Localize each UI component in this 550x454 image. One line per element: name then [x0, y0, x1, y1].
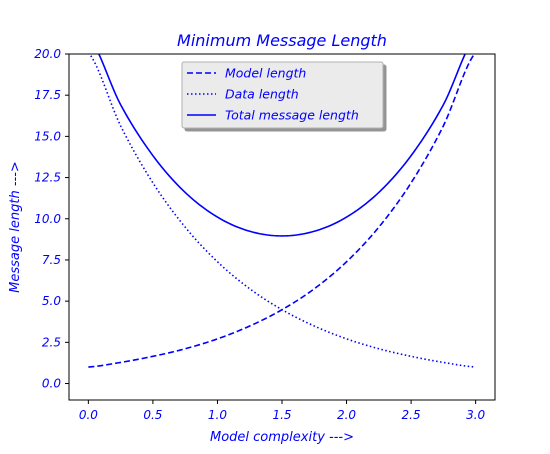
ticks-layer: 0.0 0.5 1.0 1.5 2.0 2.5 3.0 0.0 2.5 5.0 7.5 10.0 12.… — [34, 47, 485, 422]
y-tick-label: 17.5 — [34, 88, 61, 102]
y-tick-label: 15.0 — [34, 129, 61, 143]
x-tick-label: 2.5 — [402, 408, 421, 422]
legend-label-1: Model length — [225, 66, 306, 81]
x-tick-label: 0.5 — [143, 408, 162, 422]
y-tick-label: 5.0 — [42, 294, 61, 308]
y-tick-label: 0.0 — [42, 377, 61, 391]
y-tick-label: 20.0 — [34, 47, 61, 61]
legend-box — [181, 61, 384, 129]
x-tick-label: 2.0 — [337, 408, 356, 422]
legend: Model length Data length Total message len… — [181, 61, 384, 129]
series-line-2 — [88, 54, 476, 368]
x-tick-label: 0.0 — [79, 408, 98, 422]
legend-label-3: Total message length — [225, 108, 359, 123]
x-tick-label: 3.0 — [466, 408, 485, 422]
y-tick-label: 12.5 — [34, 171, 61, 185]
y-tick-label: 7.5 — [42, 253, 61, 267]
x-tick-label: 1.5 — [272, 408, 291, 422]
y-axis-label: Message length ---> — [8, 161, 23, 293]
series-layer — [88, 54, 476, 368]
chart-title: Minimum Message Length — [177, 31, 387, 50]
series-line-3 — [97, 54, 467, 237]
y-tick-label: 10.0 — [34, 212, 61, 226]
x-tick-label: 1.0 — [208, 408, 227, 422]
x-axis-label: Model complexity ---> — [210, 430, 354, 445]
legend-label-2: Data length — [225, 87, 299, 102]
y-tick-label: 2.5 — [42, 335, 61, 349]
plot-frame — [68, 53, 496, 401]
